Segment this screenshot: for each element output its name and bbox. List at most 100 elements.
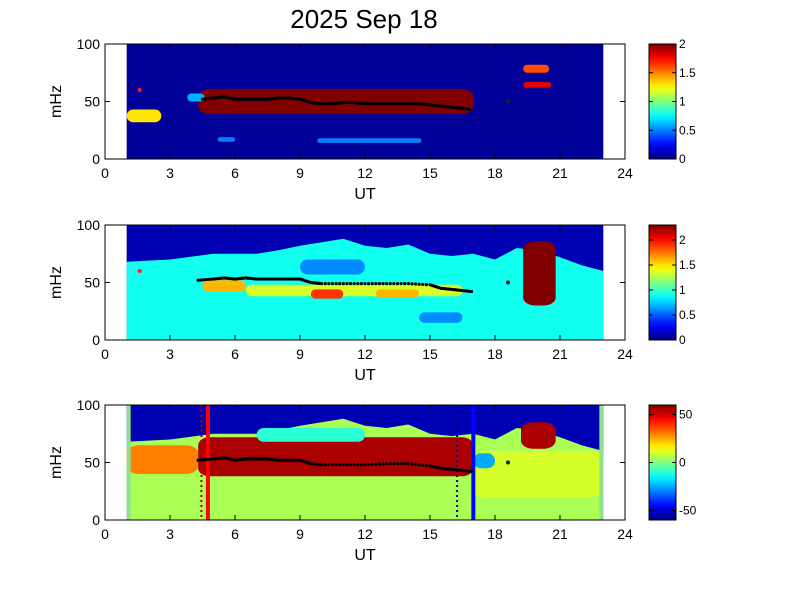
peak-point [204,458,208,462]
colorbar-top: 0 0.5 1 1.5 2 [648,37,696,166]
peak-point [424,283,428,287]
heatmap-cell [473,451,604,497]
peak-point [196,278,200,282]
peak-point [424,463,428,468]
peak-point [209,457,213,461]
peak-point [330,463,335,467]
colorbar-tick-label: 50 [679,408,693,422]
heatmap-cell [126,405,131,520]
y-tick-label: 0 [92,151,100,167]
marker-point [506,99,510,104]
peak-point [417,463,421,467]
y-tick-label: 100 [77,217,101,233]
peak-point [410,282,414,286]
x-tick-label: 24 [617,526,633,542]
y-tick-label: 50 [84,455,100,471]
heatmap-cell [419,312,463,323]
peak-point [403,462,407,466]
heatmap-cell [187,93,205,102]
heatmap-cell [217,137,235,142]
x-tick-label: 18 [487,526,503,542]
heatmap-cell [202,280,246,292]
peak-point [345,463,349,467]
peak-point [421,463,425,467]
peak-point [338,282,342,286]
x-tick-label: 9 [296,165,304,181]
heatmap-cell [126,445,199,474]
peak-point [417,282,421,286]
colorbar-tick-label: 0 [679,333,686,347]
heatmap-cell [317,138,422,143]
peak-point [359,463,363,467]
peak-point [370,282,374,286]
colorbar-tick-label: -50 [679,503,697,517]
x-tick-label: 21 [552,346,568,362]
y-tick-label: 50 [84,94,100,110]
peak-point [374,282,378,286]
peak-point [320,282,324,286]
colorbar-tick-label: 0.5 [679,308,696,322]
peak-point [345,282,349,286]
x-tick-label: 0 [101,346,109,362]
peak-point [413,462,418,467]
peak-point [468,107,472,111]
figure-title: 2025 Sep 18 [290,4,437,34]
colorbar-tick-label: 0 [679,152,686,166]
x-tick-label: 15 [422,165,438,181]
peak-point [348,463,353,467]
peak-point [388,462,392,466]
x-tick-label: 9 [296,526,304,542]
peak-point [469,289,474,294]
peak-point [363,463,367,467]
peak-point [204,278,208,282]
heatmap-cell [375,289,420,298]
heatmap-cell [523,81,552,88]
peak-point [395,462,400,466]
peak-point [334,463,338,467]
peak-point [392,282,396,286]
heatmap-cell [599,405,604,520]
peak-point [338,463,342,467]
peak-point [410,462,414,466]
heatmap-cell [198,88,474,115]
x-tick-label: 9 [296,346,304,362]
peak-point [403,282,407,286]
x-tick-label: 21 [552,165,568,181]
x-axis-label: UT [354,547,376,564]
peak-point [352,282,356,286]
peak-point [363,282,367,286]
peak-point [341,463,345,467]
peak-point [413,282,418,286]
peak-point [323,282,327,286]
colorbar-tick-label: 1 [679,283,686,297]
heatmap-cell [523,64,550,73]
colorbar-middle: 0 0.5 1 1.5 2 [648,224,696,347]
peak-point [327,282,331,286]
heatmap-cell [198,437,474,477]
peak-point [323,463,327,467]
peak-point [370,462,374,467]
x-axis-label: UT [354,186,376,203]
colorbar-tick-label: 2 [679,233,686,247]
peak-point [206,277,210,282]
peak-point [377,462,382,466]
heatmap-top [105,44,625,159]
colorbar-gradient [648,404,677,521]
peak-point [377,282,382,286]
x-tick-label: 21 [552,526,568,542]
peak-point [359,282,363,286]
colorbar-bottom: -50 0 50 [648,404,697,521]
heatmap-bottom [105,405,625,520]
peak-point [388,282,392,286]
peak-point [406,282,410,286]
peak-point [327,463,331,467]
peak-point [199,278,203,282]
peak-point [206,457,210,462]
peak-point [374,462,378,466]
x-tick-label: 15 [422,526,438,542]
peak-point [367,463,371,467]
x-tick-label: 3 [166,526,174,542]
colorbar-gradient [648,43,677,160]
marker-point [137,269,142,273]
